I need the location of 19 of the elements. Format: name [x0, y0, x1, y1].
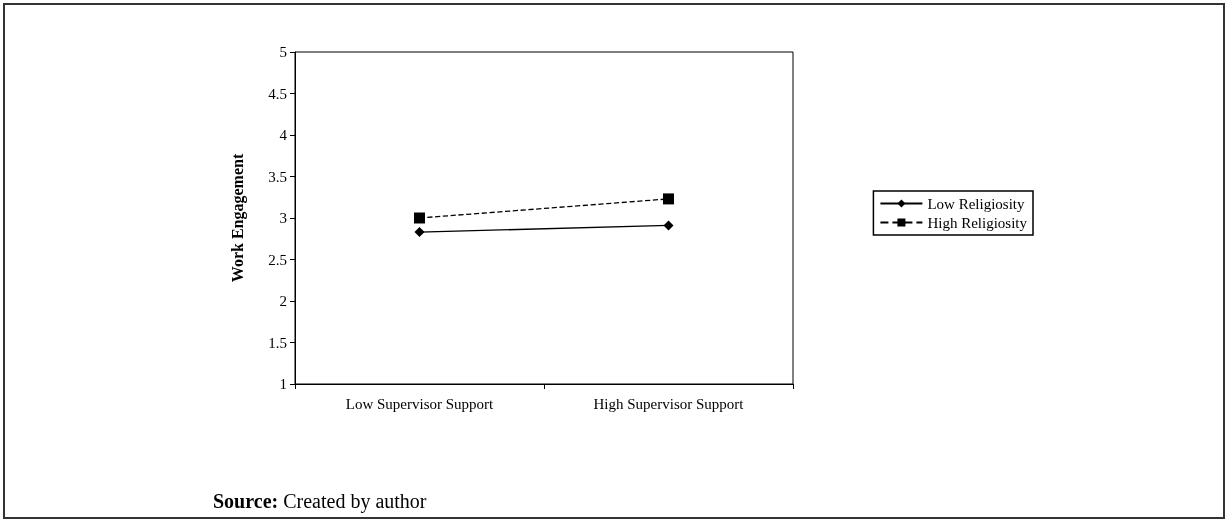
point: [414, 212, 425, 224]
x-tick-label: Low Supervisor Support: [345, 395, 495, 412]
point: [663, 220, 674, 231]
y-tick-label: 2: [279, 293, 287, 309]
point: [414, 227, 425, 238]
y-tick-label: 4.5: [268, 85, 287, 102]
legend-label: Low Religiosity: [927, 195, 1025, 212]
y-tick-label: 3: [279, 210, 287, 226]
y-tick-label: 3.5: [268, 168, 287, 185]
legend-label: High Religiosity: [927, 214, 1028, 231]
y-tick-label: 1.5: [268, 334, 287, 351]
source-note: Source: Created by author: [213, 490, 427, 513]
y-tick-label: 5: [279, 44, 287, 60]
point: [663, 193, 674, 205]
y-tick-label: 4: [279, 127, 288, 143]
y-tick-label: 2.5: [268, 251, 287, 268]
y-axis-title: Work Engagement: [228, 153, 247, 283]
y-tick-label: 1: [279, 376, 287, 392]
x-tick-label: High Supervisor Support: [593, 395, 745, 412]
